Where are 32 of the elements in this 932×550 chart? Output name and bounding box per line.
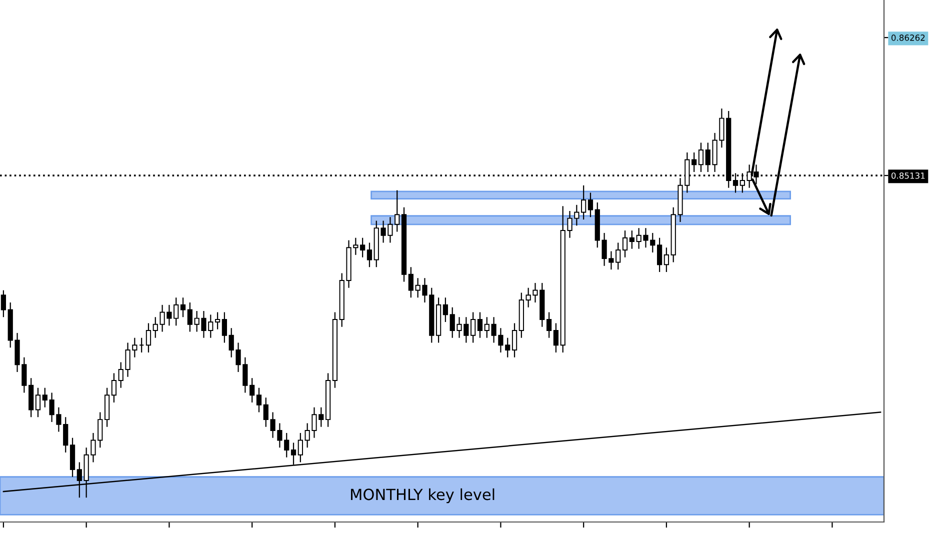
candlestick [664,247,670,273]
candlestick [553,322,559,354]
candlestick [180,297,186,318]
candlestick [656,237,662,273]
candlestick [470,312,476,344]
band-label: MONTHLY key level [351,488,494,504]
candlestick [35,387,41,418]
candlestick [698,142,704,173]
y-tick-label: 0.85131 [891,172,925,179]
candlestick [222,312,228,344]
candlestick [187,302,192,332]
candlestick [360,237,366,258]
candlestick [366,242,372,268]
candlestick [546,312,552,338]
candlestick [588,192,594,218]
candlestick [477,312,483,338]
candlestick [256,387,262,413]
candlestick [298,432,303,463]
candlestick [250,378,255,404]
candlestick [111,372,117,404]
candlestick [629,230,634,250]
candlestick [692,152,697,173]
candlestick [0,290,6,318]
candlestick [408,266,414,298]
y-tick-label: 0.86262 [891,34,925,41]
candlestick [214,312,220,330]
candlestick [512,322,518,358]
candlestick [581,184,586,220]
candlestick [622,230,628,258]
candlestick [290,442,296,466]
candlestick [146,322,152,354]
candlestick [442,297,448,323]
